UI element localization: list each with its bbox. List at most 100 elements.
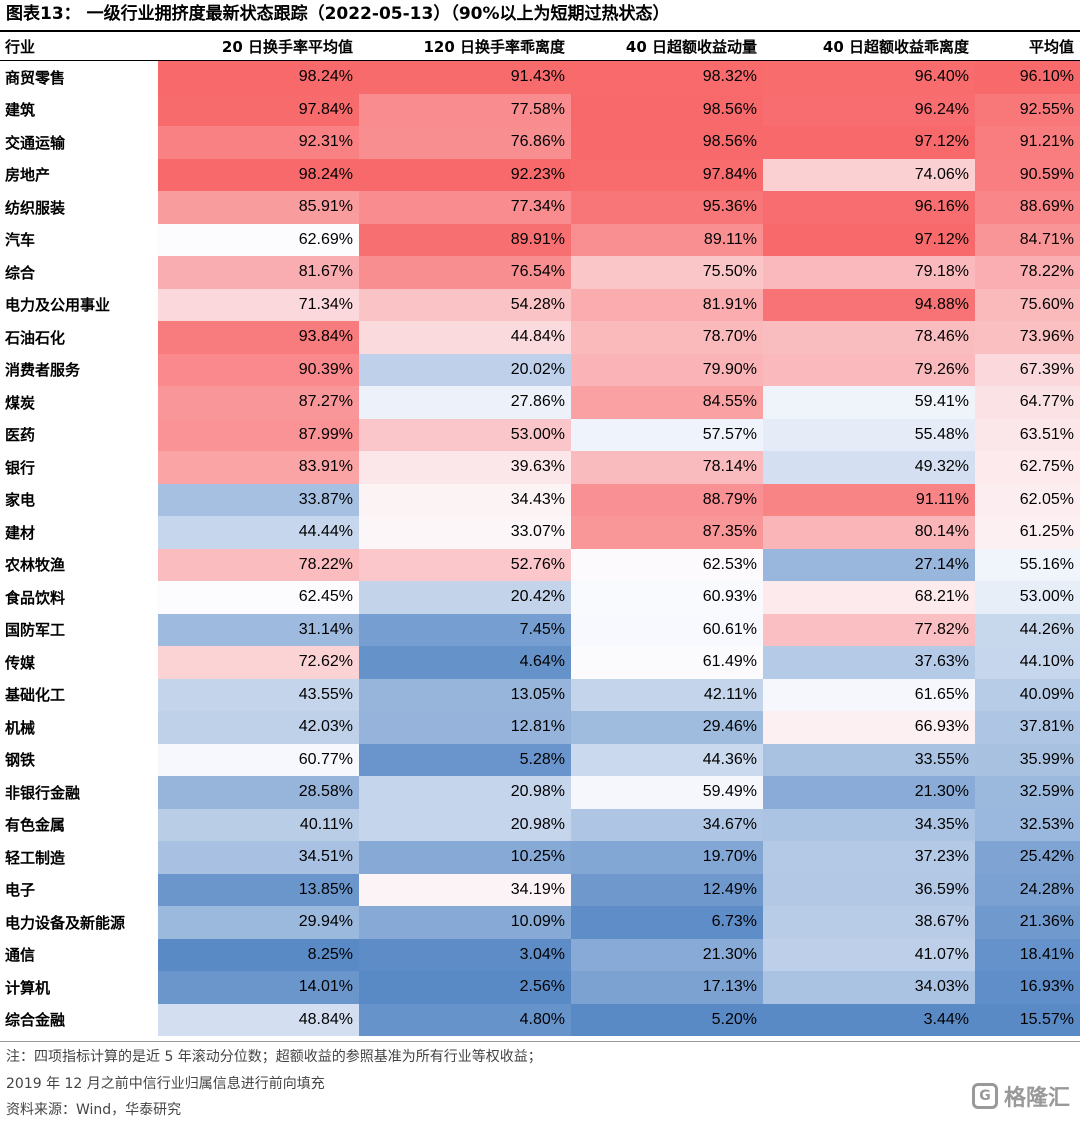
cell-industry: 房地产 xyxy=(5,166,51,185)
cell-turnover-deviation: 89.91% xyxy=(359,223,571,256)
cell-average: 40.09% xyxy=(975,678,1080,711)
cell-excess-momentum: 62.53% xyxy=(571,548,763,581)
header-row: 行业 20 日换手率平均值 120 日换手率乖离度 40 日超额收益动量 40 … xyxy=(0,32,1080,61)
cell-excess-deviation: 38.67% xyxy=(763,906,975,939)
cell-excess-deviation: 96.24% xyxy=(763,93,975,126)
cell-turnover-avg: 62.69% xyxy=(158,223,359,256)
table-row: 国防军工 31.14% 7.45% 60.61% 77.82% 44.26% xyxy=(0,613,1080,646)
cell-excess-momentum: 81.91% xyxy=(571,288,763,321)
cell-turnover-deviation: 76.86% xyxy=(359,126,571,159)
cell-average: 53.00% xyxy=(975,581,1080,614)
cell-excess-momentum: 88.79% xyxy=(571,483,763,516)
table-row: 综合金融 48.84% 4.80% 5.20% 3.44% 15.57% xyxy=(0,1003,1080,1036)
cell-turnover-deviation: 20.02% xyxy=(359,353,571,386)
cell-turnover-deviation: 33.07% xyxy=(359,516,571,549)
table-row: 电子 13.85% 34.19% 12.49% 36.59% 24.28% xyxy=(0,873,1080,906)
cell-turnover-deviation: 3.04% xyxy=(359,938,571,971)
cell-average: 35.99% xyxy=(975,743,1080,776)
cell-turnover-deviation: 4.80% xyxy=(359,1003,571,1036)
cell-turnover-avg: 42.03% xyxy=(158,711,359,744)
cell-average: 96.10% xyxy=(975,60,1080,94)
cell-industry: 医药 xyxy=(5,426,36,445)
cell-turnover-deviation: 44.84% xyxy=(359,321,571,354)
cell-industry: 非银行金融 xyxy=(5,783,81,802)
cell-average: 18.41% xyxy=(975,938,1080,971)
cell-excess-momentum: 84.55% xyxy=(571,386,763,419)
cell-excess-momentum: 87.35% xyxy=(571,516,763,549)
cell-industry: 计算机 xyxy=(5,978,51,997)
cell-industry: 机械 xyxy=(5,718,36,737)
table-row: 建筑 97.84% 77.58% 98.56% 96.24% 92.55% xyxy=(0,93,1080,126)
figure-title: 图表13： 一级行业拥挤度最新状态跟踪（2022-05-13）（90%以上为短期… xyxy=(6,4,670,24)
logo-icon: G xyxy=(971,1083,998,1109)
cell-average: 64.77% xyxy=(975,386,1080,419)
table-row: 煤炭 87.27% 27.86% 84.55% 59.41% 64.77% xyxy=(0,386,1080,419)
cell-excess-momentum: 21.30% xyxy=(571,938,763,971)
cell-turnover-avg: 43.55% xyxy=(158,678,359,711)
cell-excess-momentum: 60.93% xyxy=(571,581,763,614)
cell-turnover-avg: 87.99% xyxy=(158,418,359,451)
cell-turnover-avg: 60.77% xyxy=(158,743,359,776)
cell-average: 91.21% xyxy=(975,126,1080,159)
table-row: 汽车 62.69% 89.91% 89.11% 97.12% 84.71% xyxy=(0,223,1080,256)
cell-industry: 传媒 xyxy=(5,653,36,672)
footnote-fill: 2019 年 12 月之前中信行业归属信息进行前向填充 xyxy=(6,1076,325,1092)
cell-excess-momentum: 42.11% xyxy=(571,678,763,711)
cell-turnover-avg: 71.34% xyxy=(158,288,359,321)
cell-average: 15.57% xyxy=(975,1003,1080,1036)
cell-average: 32.59% xyxy=(975,776,1080,809)
cell-turnover-avg: 92.31% xyxy=(158,126,359,159)
cell-turnover-deviation: 92.23% xyxy=(359,158,571,191)
cell-average: 63.51% xyxy=(975,418,1080,451)
cell-industry: 轻工制造 xyxy=(5,848,66,867)
cell-industry: 有色金属 xyxy=(5,816,66,835)
cell-average: 24.28% xyxy=(975,873,1080,906)
cell-industry: 国防军工 xyxy=(5,621,66,640)
cell-excess-deviation: 37.23% xyxy=(763,841,975,874)
cell-average: 16.93% xyxy=(975,971,1080,1004)
cell-excess-deviation: 80.14% xyxy=(763,516,975,549)
cell-excess-deviation: 97.12% xyxy=(763,126,975,159)
cell-average: 61.25% xyxy=(975,516,1080,549)
cell-turnover-deviation: 27.86% xyxy=(359,386,571,419)
cell-excess-deviation: 78.46% xyxy=(763,321,975,354)
cell-turnover-deviation: 20.42% xyxy=(359,581,571,614)
cell-average: 90.59% xyxy=(975,158,1080,191)
cell-turnover-avg: 87.27% xyxy=(158,386,359,419)
cell-excess-momentum: 78.14% xyxy=(571,451,763,484)
cell-turnover-avg: 83.91% xyxy=(158,451,359,484)
cell-average: 55.16% xyxy=(975,548,1080,581)
cell-turnover-deviation: 77.34% xyxy=(359,191,571,224)
cell-excess-deviation: 37.63% xyxy=(763,646,975,679)
cell-excess-deviation: 27.14% xyxy=(763,548,975,581)
cell-average: 73.96% xyxy=(975,321,1080,354)
cell-industry: 石油石化 xyxy=(5,328,66,347)
cell-turnover-deviation: 91.43% xyxy=(359,60,571,94)
cell-turnover-deviation: 39.63% xyxy=(359,451,571,484)
cell-excess-deviation: 79.26% xyxy=(763,353,975,386)
cell-turnover-deviation: 10.25% xyxy=(359,841,571,874)
cell-industry: 电力及公用事业 xyxy=(5,296,111,315)
table-row: 农林牧渔 78.22% 52.76% 62.53% 27.14% 55.16% xyxy=(0,548,1080,581)
crowding-table: 行业 20 日换手率平均值 120 日换手率乖离度 40 日超额收益动量 40 … xyxy=(0,32,1080,1036)
cell-excess-momentum: 98.56% xyxy=(571,126,763,159)
cell-industry: 纺织服装 xyxy=(5,198,66,217)
cell-turnover-avg: 33.87% xyxy=(158,483,359,516)
cell-turnover-avg: 31.14% xyxy=(158,613,359,646)
cell-industry: 通信 xyxy=(5,946,36,965)
cell-excess-momentum: 19.70% xyxy=(571,841,763,874)
cell-industry: 汽车 xyxy=(5,231,36,250)
cell-excess-deviation: 74.06% xyxy=(763,158,975,191)
header-excess-deviation: 40 日超额收益乖离度 xyxy=(763,32,975,61)
cell-industry: 家电 xyxy=(5,491,36,510)
cell-industry: 消费者服务 xyxy=(5,361,81,380)
cell-average: 88.69% xyxy=(975,191,1080,224)
table-row: 电力及公用事业 71.34% 54.28% 81.91% 94.88% 75.60% xyxy=(0,288,1080,321)
cell-turnover-deviation: 52.76% xyxy=(359,548,571,581)
table-row: 通信 8.25% 3.04% 21.30% 41.07% 18.41% xyxy=(0,938,1080,971)
cell-excess-momentum: 89.11% xyxy=(571,223,763,256)
cell-excess-momentum: 29.46% xyxy=(571,711,763,744)
cell-excess-deviation: 34.03% xyxy=(763,971,975,1004)
cell-excess-momentum: 61.49% xyxy=(571,646,763,679)
title-divider xyxy=(0,30,1080,32)
